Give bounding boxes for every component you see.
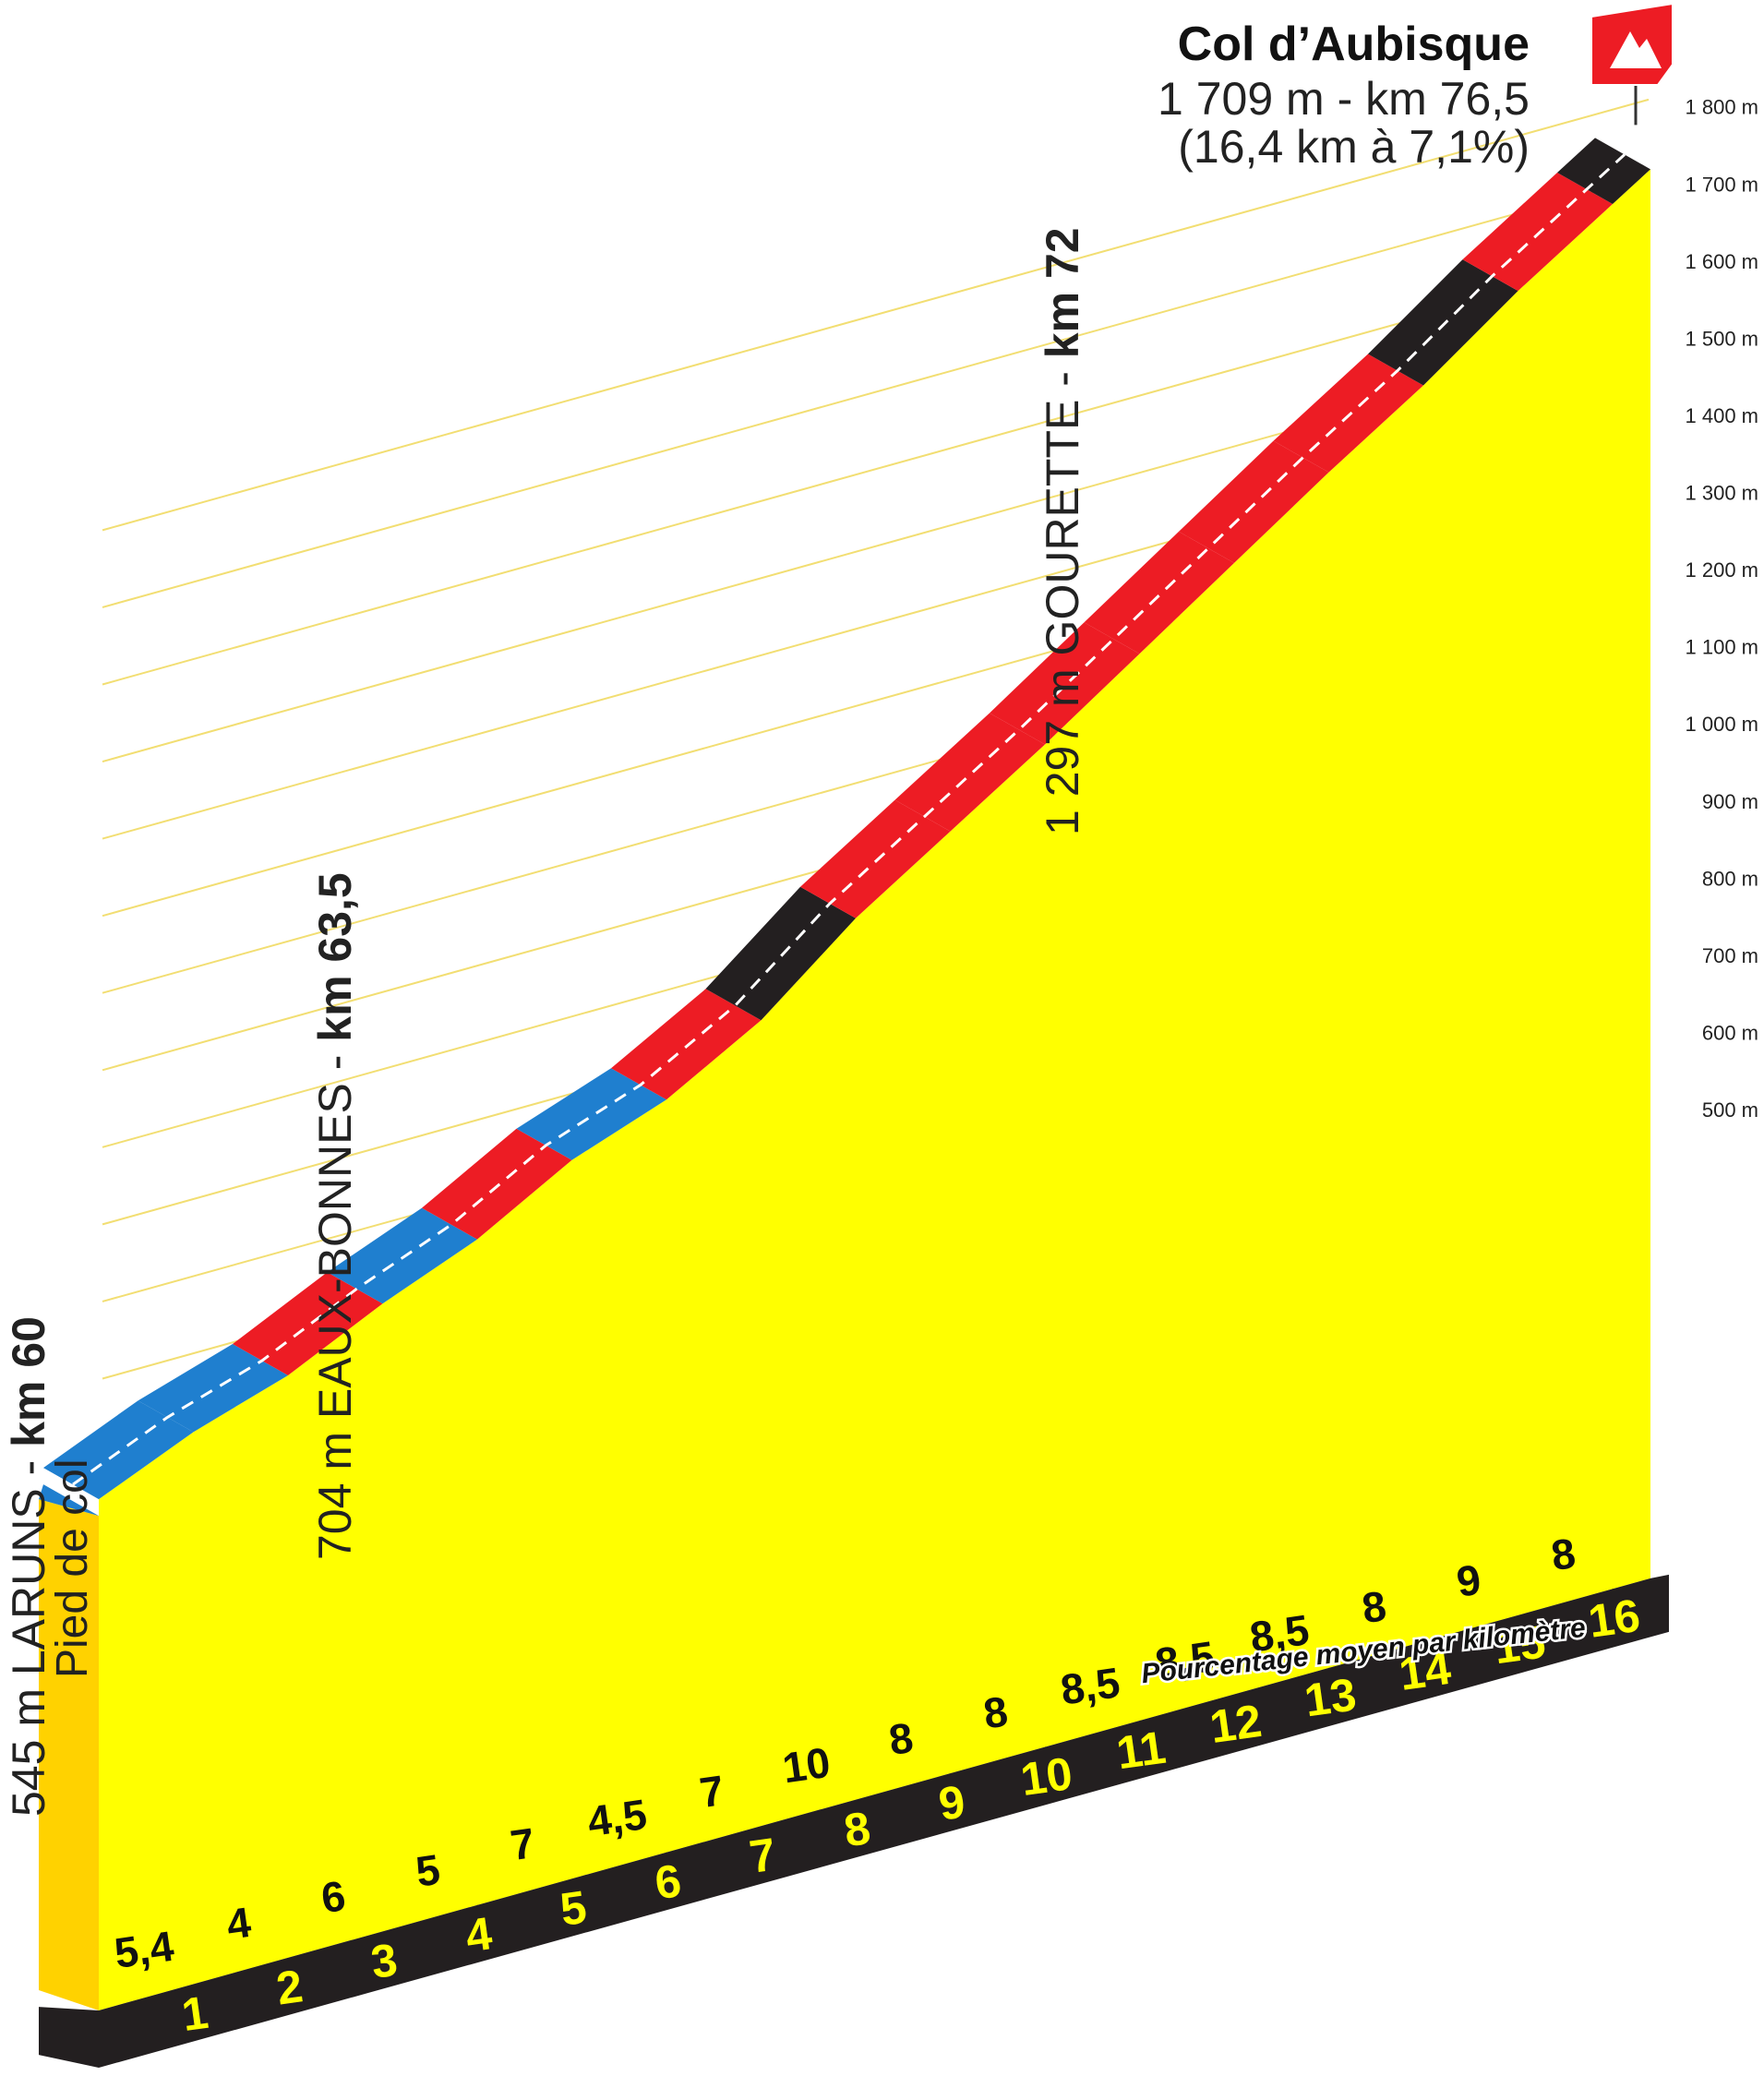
- road-segment: [43, 1400, 194, 1500]
- road-segment: [1084, 531, 1234, 654]
- gridline: [102, 98, 1650, 532]
- gradient-value: 8,5: [1058, 1658, 1123, 1713]
- km-number: 12: [1206, 1695, 1265, 1753]
- y-tick-label: 1 300 m: [1686, 482, 1759, 505]
- y-tick-label: 1 400 m: [1686, 404, 1759, 427]
- location-eaux-bonnes-text: 704 m EAUX-BONNES -: [309, 1042, 361, 1560]
- y-tick-label: 600 m: [1702, 1021, 1758, 1044]
- road-segment: [1557, 138, 1650, 205]
- km-number: 11: [1113, 1722, 1169, 1780]
- y-tick-label: 500 m: [1702, 1098, 1758, 1122]
- km-number: 15: [1491, 1615, 1549, 1674]
- location-eaux-bonnes-km: km 63,5: [309, 872, 361, 1041]
- road-centre-line: [72, 153, 1626, 1486]
- y-tick-label: 900 m: [1702, 790, 1758, 813]
- gradient-road: [39, 138, 1650, 1517]
- road-segment: [516, 1068, 666, 1160]
- mountain-icon: [1610, 31, 1662, 68]
- location-eaux-bonnes: 704 m EAUX-BONNES - km 63,5: [309, 872, 361, 1560]
- location-gourette: 1 297 m GOURETTE - km 72: [1037, 227, 1088, 835]
- road-start-cap: [39, 1484, 99, 1517]
- location-laruns: 545 m LARUNS - km 60: [3, 1316, 54, 1817]
- start-block: [39, 1499, 99, 2010]
- road-segment: [894, 713, 1045, 832]
- km-base-band: [39, 1574, 1669, 2068]
- gradient-value: 5,4: [112, 1922, 177, 1977]
- road-segment: [138, 1343, 288, 1433]
- road-segment: [990, 622, 1140, 745]
- y-tick-label: 1 600 m: [1686, 250, 1759, 273]
- km-number: 16: [1585, 1590, 1643, 1648]
- y-tick-label: 1 200 m: [1686, 558, 1759, 582]
- road-segment: [1462, 173, 1613, 292]
- location-laruns-sub: Pied de col: [48, 1459, 97, 1679]
- road-segment: [1368, 259, 1518, 386]
- location-laruns-km: km 60: [3, 1316, 54, 1447]
- road-segment: [800, 799, 951, 918]
- road-segment: [705, 886, 856, 1021]
- road-segment: [233, 1272, 383, 1375]
- y-tick-label: 700 m: [1702, 944, 1758, 967]
- gradient-value: 10: [780, 1738, 834, 1793]
- y-tick-label: 1 000 m: [1686, 713, 1759, 736]
- summit-length-gradient: (16,4 km à 7,1%): [1178, 121, 1530, 173]
- gradient-value: 8,5: [1152, 1632, 1218, 1687]
- location-laruns-text: 545 m LARUNS -: [3, 1447, 54, 1817]
- summit-altitude-km: 1 709 m - km 76,5: [1158, 73, 1530, 125]
- gradient-value: 4,5: [584, 1790, 650, 1845]
- gridline: [102, 253, 1650, 686]
- profile-area: [39, 169, 1669, 2068]
- y-tick-label: 1 100 m: [1686, 636, 1759, 659]
- gradient-value: 8,5: [1247, 1605, 1313, 1661]
- y-tick-label: 1 500 m: [1686, 327, 1759, 350]
- y-tick-label: 800 m: [1702, 867, 1758, 890]
- y-tick-label: 1 800 m: [1686, 96, 1759, 119]
- km-number: 14: [1396, 1642, 1454, 1700]
- road-segment: [422, 1128, 572, 1240]
- location-gourette-text: 1 297 m GOURETTE -: [1037, 358, 1088, 835]
- profile-fill: [99, 169, 1650, 2010]
- summit-name: Col d’Aubisque: [1177, 18, 1530, 71]
- km-number: 10: [1017, 1747, 1075, 1806]
- location-gourette-km: km 72: [1037, 227, 1088, 358]
- gridline: [102, 175, 1650, 608]
- road-segment: [1273, 354, 1423, 473]
- km-number: 13: [1302, 1668, 1360, 1726]
- y-tick-label: 1 700 m: [1686, 173, 1759, 196]
- road-segment: [1179, 440, 1329, 563]
